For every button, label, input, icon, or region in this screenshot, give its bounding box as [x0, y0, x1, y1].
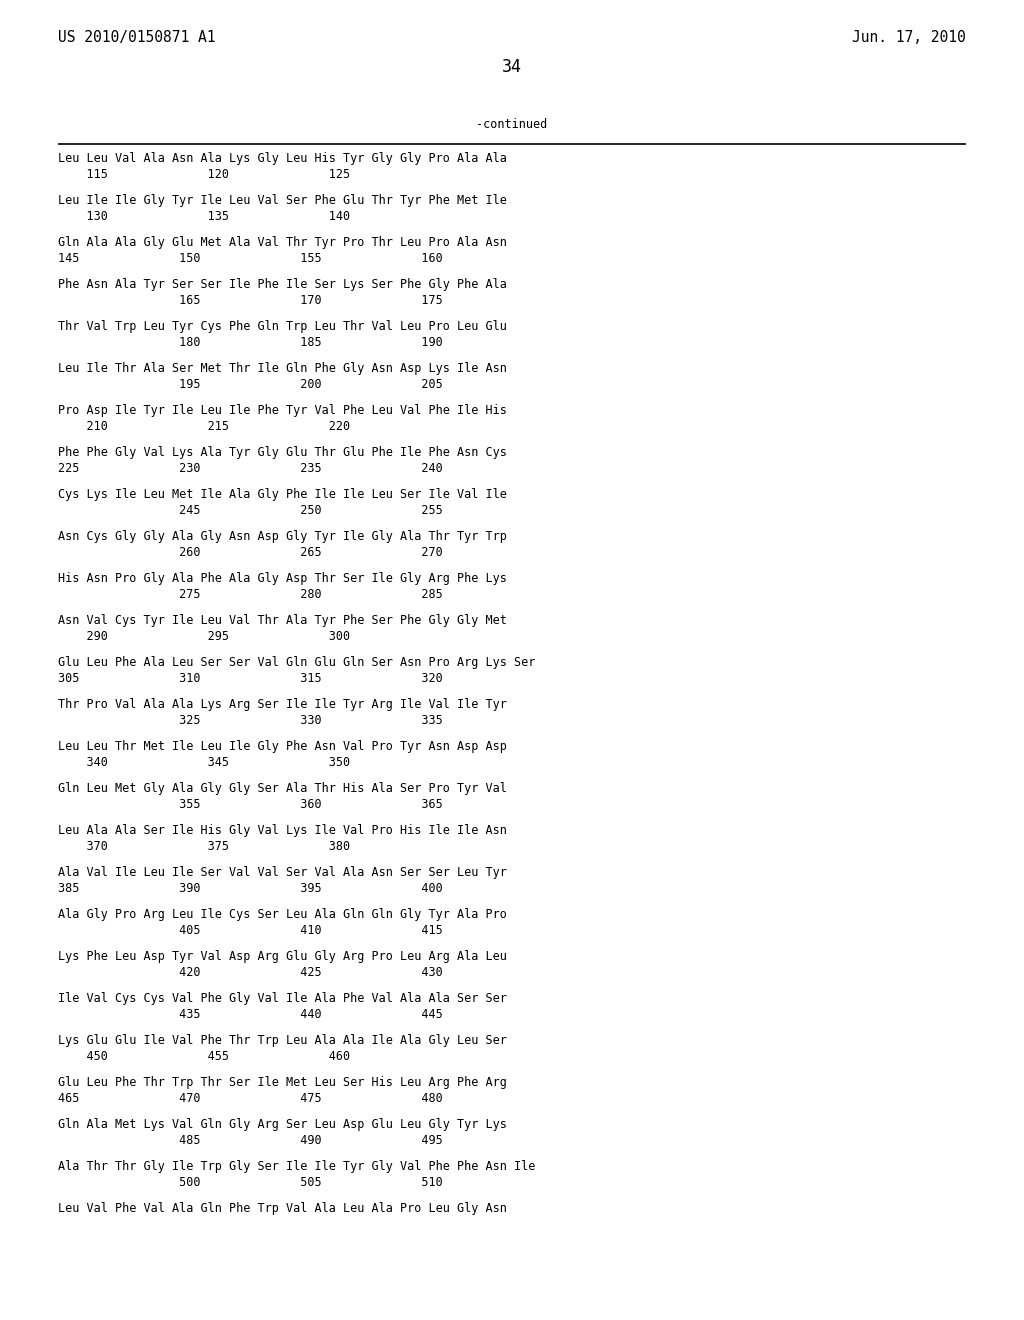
Text: Jun. 17, 2010: Jun. 17, 2010 [852, 30, 966, 45]
Text: 340              345              350: 340 345 350 [58, 755, 350, 768]
Text: 275              280              285: 275 280 285 [58, 587, 442, 601]
Text: 260              265              270: 260 265 270 [58, 545, 442, 558]
Text: Lys Phe Leu Asp Tyr Val Asp Arg Glu Gly Arg Pro Leu Arg Ala Leu: Lys Phe Leu Asp Tyr Val Asp Arg Glu Gly … [58, 950, 507, 964]
Text: 290              295              300: 290 295 300 [58, 630, 350, 643]
Text: 245              250              255: 245 250 255 [58, 503, 442, 516]
Text: 145              150              155              160: 145 150 155 160 [58, 252, 442, 264]
Text: 500              505              510: 500 505 510 [58, 1176, 442, 1188]
Text: Leu Val Phe Val Ala Gln Phe Trp Val Ala Leu Ala Pro Leu Gly Asn: Leu Val Phe Val Ala Gln Phe Trp Val Ala … [58, 1203, 507, 1214]
Text: Leu Ile Thr Ala Ser Met Thr Ile Gln Phe Gly Asn Asp Lys Ile Asn: Leu Ile Thr Ala Ser Met Thr Ile Gln Phe … [58, 362, 507, 375]
Text: 225              230              235              240: 225 230 235 240 [58, 462, 442, 474]
Text: Asn Val Cys Tyr Ile Leu Val Thr Ala Tyr Phe Ser Phe Gly Gly Met: Asn Val Cys Tyr Ile Leu Val Thr Ala Tyr … [58, 614, 507, 627]
Text: 195              200              205: 195 200 205 [58, 378, 442, 391]
Text: 450              455              460: 450 455 460 [58, 1049, 350, 1063]
Text: 435              440              445: 435 440 445 [58, 1007, 442, 1020]
Text: Glu Leu Phe Ala Leu Ser Ser Val Gln Glu Gln Ser Asn Pro Arg Lys Ser: Glu Leu Phe Ala Leu Ser Ser Val Gln Glu … [58, 656, 536, 669]
Text: Asn Cys Gly Gly Ala Gly Asn Asp Gly Tyr Ile Gly Ala Thr Tyr Trp: Asn Cys Gly Gly Ala Gly Asn Asp Gly Tyr … [58, 531, 507, 543]
Text: 115              120              125: 115 120 125 [58, 168, 350, 181]
Text: Thr Val Trp Leu Tyr Cys Phe Gln Trp Leu Thr Val Leu Pro Leu Glu: Thr Val Trp Leu Tyr Cys Phe Gln Trp Leu … [58, 319, 507, 333]
Text: 165              170              175: 165 170 175 [58, 293, 442, 306]
Text: 305              310              315              320: 305 310 315 320 [58, 672, 442, 685]
Text: 34: 34 [502, 58, 522, 77]
Text: Gln Leu Met Gly Ala Gly Gly Ser Ala Thr His Ala Ser Pro Tyr Val: Gln Leu Met Gly Ala Gly Gly Ser Ala Thr … [58, 781, 507, 795]
Text: 130              135              140: 130 135 140 [58, 210, 350, 223]
Text: Ile Val Cys Cys Val Phe Gly Val Ile Ala Phe Val Ala Ala Ser Ser: Ile Val Cys Cys Val Phe Gly Val Ile Ala … [58, 993, 507, 1005]
Text: 385              390              395              400: 385 390 395 400 [58, 882, 442, 895]
Text: Glu Leu Phe Thr Trp Thr Ser Ile Met Leu Ser His Leu Arg Phe Arg: Glu Leu Phe Thr Trp Thr Ser Ile Met Leu … [58, 1076, 507, 1089]
Text: Gln Ala Met Lys Val Gln Gly Arg Ser Leu Asp Glu Leu Gly Tyr Lys: Gln Ala Met Lys Val Gln Gly Arg Ser Leu … [58, 1118, 507, 1131]
Text: Ala Val Ile Leu Ile Ser Val Val Ser Val Ala Asn Ser Ser Leu Tyr: Ala Val Ile Leu Ile Ser Val Val Ser Val … [58, 866, 507, 879]
Text: 210              215              220: 210 215 220 [58, 420, 350, 433]
Text: 180              185              190: 180 185 190 [58, 335, 442, 348]
Text: 370              375              380: 370 375 380 [58, 840, 350, 853]
Text: 325              330              335: 325 330 335 [58, 714, 442, 726]
Text: Cys Lys Ile Leu Met Ile Ala Gly Phe Ile Ile Leu Ser Ile Val Ile: Cys Lys Ile Leu Met Ile Ala Gly Phe Ile … [58, 488, 507, 502]
Text: -continued: -continued [476, 117, 548, 131]
Text: 465              470              475              480: 465 470 475 480 [58, 1092, 442, 1105]
Text: Phe Asn Ala Tyr Ser Ser Ile Phe Ile Ser Lys Ser Phe Gly Phe Ala: Phe Asn Ala Tyr Ser Ser Ile Phe Ile Ser … [58, 279, 507, 290]
Text: 420              425              430: 420 425 430 [58, 965, 442, 978]
Text: US 2010/0150871 A1: US 2010/0150871 A1 [58, 30, 215, 45]
Text: Lys Glu Glu Ile Val Phe Thr Trp Leu Ala Ala Ile Ala Gly Leu Ser: Lys Glu Glu Ile Val Phe Thr Trp Leu Ala … [58, 1034, 507, 1047]
Text: 355              360              365: 355 360 365 [58, 797, 442, 810]
Text: Thr Pro Val Ala Ala Lys Arg Ser Ile Ile Tyr Arg Ile Val Ile Tyr: Thr Pro Val Ala Ala Lys Arg Ser Ile Ile … [58, 698, 507, 711]
Text: Leu Leu Thr Met Ile Leu Ile Gly Phe Asn Val Pro Tyr Asn Asp Asp: Leu Leu Thr Met Ile Leu Ile Gly Phe Asn … [58, 741, 507, 752]
Text: Ala Gly Pro Arg Leu Ile Cys Ser Leu Ala Gln Gln Gly Tyr Ala Pro: Ala Gly Pro Arg Leu Ile Cys Ser Leu Ala … [58, 908, 507, 921]
Text: 405              410              415: 405 410 415 [58, 924, 442, 936]
Text: Pro Asp Ile Tyr Ile Leu Ile Phe Tyr Val Phe Leu Val Phe Ile His: Pro Asp Ile Tyr Ile Leu Ile Phe Tyr Val … [58, 404, 507, 417]
Text: Leu Leu Val Ala Asn Ala Lys Gly Leu His Tyr Gly Gly Pro Ala Ala: Leu Leu Val Ala Asn Ala Lys Gly Leu His … [58, 152, 507, 165]
Text: 485              490              495: 485 490 495 [58, 1134, 442, 1147]
Text: Gln Ala Ala Gly Glu Met Ala Val Thr Tyr Pro Thr Leu Pro Ala Asn: Gln Ala Ala Gly Glu Met Ala Val Thr Tyr … [58, 236, 507, 249]
Text: Ala Thr Thr Gly Ile Trp Gly Ser Ile Ile Tyr Gly Val Phe Phe Asn Ile: Ala Thr Thr Gly Ile Trp Gly Ser Ile Ile … [58, 1160, 536, 1173]
Text: Leu Ile Ile Gly Tyr Ile Leu Val Ser Phe Glu Thr Tyr Phe Met Ile: Leu Ile Ile Gly Tyr Ile Leu Val Ser Phe … [58, 194, 507, 207]
Text: Phe Phe Gly Val Lys Ala Tyr Gly Glu Thr Glu Phe Ile Phe Asn Cys: Phe Phe Gly Val Lys Ala Tyr Gly Glu Thr … [58, 446, 507, 459]
Text: His Asn Pro Gly Ala Phe Ala Gly Asp Thr Ser Ile Gly Arg Phe Lys: His Asn Pro Gly Ala Phe Ala Gly Asp Thr … [58, 572, 507, 585]
Text: Leu Ala Ala Ser Ile His Gly Val Lys Ile Val Pro His Ile Ile Asn: Leu Ala Ala Ser Ile His Gly Val Lys Ile … [58, 824, 507, 837]
